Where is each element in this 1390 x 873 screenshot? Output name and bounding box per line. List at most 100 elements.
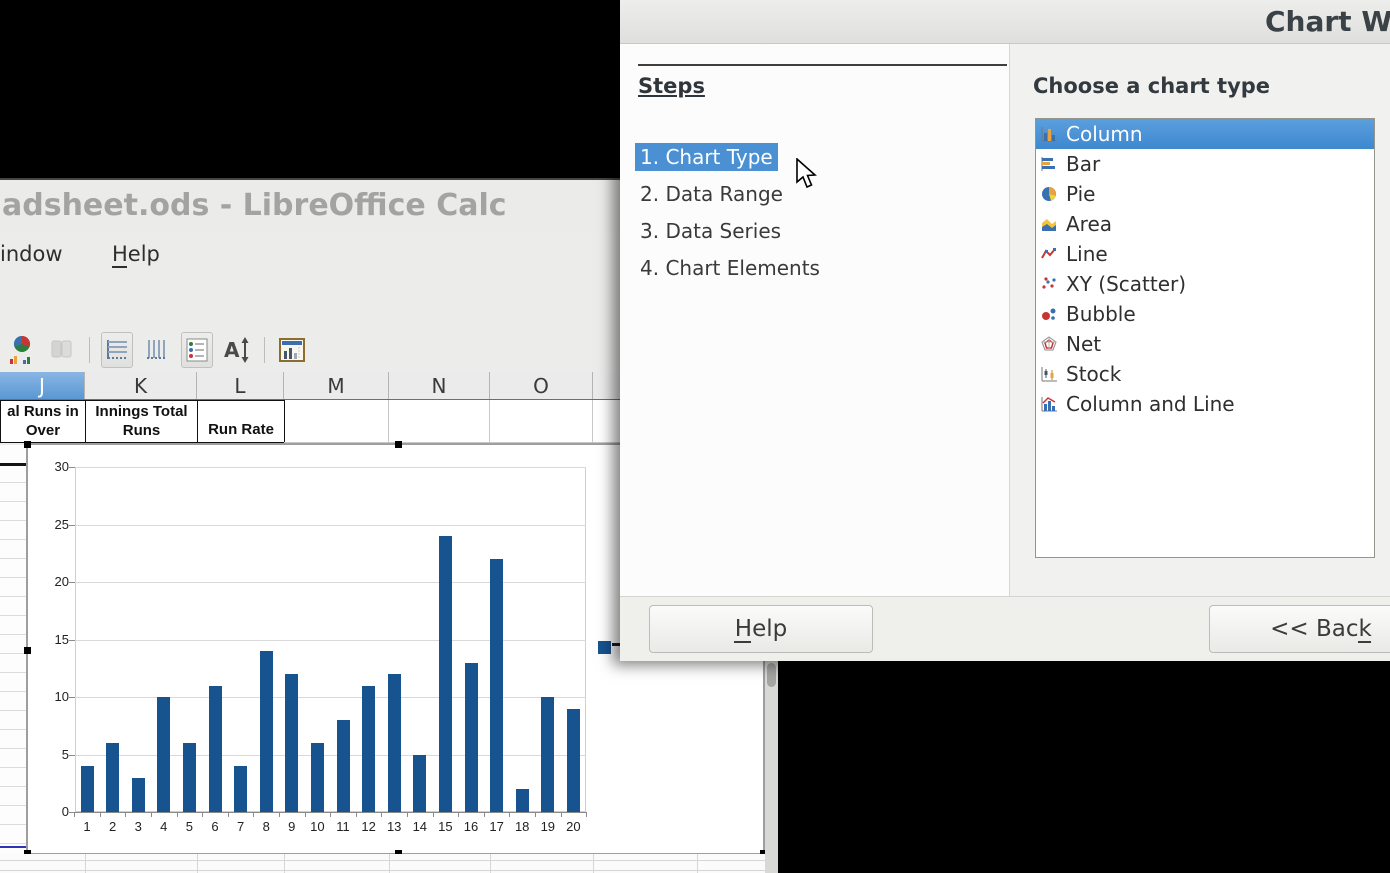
cell-empty[interactable] bbox=[284, 400, 389, 443]
column-header-j[interactable]: J bbox=[0, 372, 85, 399]
chart-type-listbox: Column Bar Pie Area Line bbox=[1035, 118, 1375, 558]
column-header-n[interactable]: N bbox=[389, 372, 490, 399]
step-data-range[interactable]: 2. Data Range bbox=[640, 182, 783, 206]
dialog-titlebar[interactable]: Chart W bbox=[620, 0, 1390, 44]
chart-type-area[interactable]: Area bbox=[1036, 209, 1374, 239]
y-axis-label: 30 bbox=[54, 459, 69, 474]
x-axis-label: 3 bbox=[134, 819, 142, 834]
chart-type-column[interactable]: Column bbox=[1036, 119, 1374, 149]
svg-text:A: A bbox=[224, 338, 240, 362]
column-header-l[interactable]: L bbox=[197, 372, 284, 399]
x-axis-label: 10 bbox=[310, 819, 325, 834]
x-axis-tick bbox=[227, 813, 229, 817]
y-axis-tick bbox=[69, 467, 75, 468]
chart-type-xy-scatter[interactable]: XY (Scatter) bbox=[1036, 269, 1374, 299]
data-bar bbox=[80, 766, 94, 812]
cell-total-runs-in-over[interactable]: al Runs in Over bbox=[0, 400, 86, 443]
y-gridline bbox=[75, 639, 586, 641]
data-bar bbox=[234, 766, 248, 812]
help-mnemonic-underline bbox=[734, 641, 751, 643]
sheet-rows-below-chart bbox=[0, 854, 765, 873]
step-chart-elements[interactable]: 4. Chart Elements bbox=[640, 256, 820, 280]
selection-handle-bottom-left[interactable] bbox=[24, 850, 31, 857]
column-header-m[interactable]: M bbox=[284, 372, 389, 399]
menu-window[interactable]: indow bbox=[0, 242, 63, 266]
cell-empty[interactable] bbox=[389, 400, 490, 443]
legend-on-off-icon[interactable] bbox=[181, 332, 213, 368]
data-bar bbox=[515, 789, 529, 812]
column-header-k[interactable]: K bbox=[85, 372, 197, 399]
selection-handle-top-middle[interactable] bbox=[395, 441, 402, 448]
back-button[interactable]: << Back bbox=[1209, 605, 1390, 653]
chart-type-icon[interactable] bbox=[6, 332, 38, 368]
x-axis-label: 5 bbox=[185, 819, 193, 834]
chart-type-net[interactable]: Net bbox=[1036, 329, 1374, 359]
chart-type-line[interactable]: Line bbox=[1036, 239, 1374, 269]
x-axis-tick bbox=[99, 813, 101, 817]
steps-heading: Steps bbox=[638, 74, 705, 98]
column-and-line-icon bbox=[1040, 395, 1058, 413]
step-data-series[interactable]: 3. Data Series bbox=[640, 219, 782, 243]
data-bar bbox=[259, 651, 273, 812]
cell-empty[interactable] bbox=[490, 400, 593, 443]
x-axis-line bbox=[75, 812, 587, 813]
x-axis-tick bbox=[407, 813, 408, 817]
cell-run-rate[interactable]: Run Rate bbox=[197, 400, 285, 443]
x-axis-tick bbox=[483, 813, 485, 817]
x-axis-label: 6 bbox=[211, 819, 219, 834]
scrollbar-thumb[interactable] bbox=[767, 663, 776, 687]
cell-border-line-blue bbox=[0, 846, 27, 848]
vertical-grids-icon[interactable] bbox=[141, 332, 173, 368]
toolbar-separator bbox=[264, 337, 265, 363]
chart-type-bar[interactable]: Bar bbox=[1036, 149, 1374, 179]
y-axis-tick bbox=[69, 697, 75, 698]
column-header-o[interactable]: O bbox=[490, 372, 593, 399]
y-gridline bbox=[75, 524, 586, 526]
x-axis-tick bbox=[458, 813, 460, 817]
menu-help[interactable]: Help bbox=[112, 242, 160, 266]
selection-handle-bottom-middle[interactable] bbox=[395, 850, 402, 857]
data-bar bbox=[157, 697, 171, 812]
x-axis-label: 13 bbox=[386, 819, 402, 834]
x-axis-label: 2 bbox=[108, 819, 117, 834]
data-table-icon[interactable] bbox=[276, 332, 308, 368]
selection-handle-bottom-right[interactable] bbox=[760, 850, 767, 857]
chart-wizard-dialog: Chart W Steps 1. Chart Type 2. Data Rang… bbox=[620, 0, 1390, 661]
horizontal-grids-icon[interactable] bbox=[101, 332, 133, 368]
net-chart-icon bbox=[1040, 335, 1058, 353]
help-button[interactable]: Help bbox=[649, 605, 873, 653]
data-bar bbox=[285, 674, 299, 812]
x-axis-tick bbox=[330, 813, 332, 817]
scale-text-icon[interactable]: A bbox=[221, 332, 253, 368]
x-axis-label: 19 bbox=[540, 819, 556, 834]
data-bar bbox=[208, 685, 222, 812]
area-chart-icon bbox=[1040, 215, 1058, 233]
x-axis-label: 20 bbox=[566, 819, 581, 834]
y-axis-tick bbox=[69, 812, 75, 813]
clone-formatting-icon[interactable] bbox=[46, 332, 78, 368]
y-axis-tick bbox=[69, 582, 75, 583]
x-axis-label: 17 bbox=[489, 819, 504, 834]
y-axis-tick bbox=[69, 639, 75, 641]
sheet-rows-strip bbox=[0, 445, 27, 854]
chart-type-bubble[interactable]: Bubble bbox=[1036, 299, 1374, 329]
selection-handle-left-middle[interactable] bbox=[24, 647, 31, 654]
y-axis-label: 25 bbox=[54, 516, 69, 532]
y-axis-label: 15 bbox=[54, 631, 69, 647]
chart-type-column-and-line[interactable]: Column and Line bbox=[1036, 389, 1374, 419]
x-axis-label: 12 bbox=[361, 819, 376, 834]
chart-type-pie[interactable]: Pie bbox=[1036, 179, 1374, 209]
selection-handle-top-left[interactable] bbox=[24, 441, 31, 448]
x-axis-tick bbox=[125, 813, 127, 817]
cell-innings-total-runs[interactable]: Innings Total Runs bbox=[85, 400, 198, 443]
chart-type-stock[interactable]: Stock bbox=[1036, 359, 1374, 389]
data-bar bbox=[541, 697, 555, 812]
step-chart-type[interactable]: 1. Chart Type bbox=[635, 143, 778, 171]
data-bar bbox=[464, 662, 478, 812]
bar-chart: 0 5 10 15 20 25 30 1 2 3 4 5 6 7 8 9 10 11 12 13 14 15 16 17 18 1… bbox=[28, 445, 763, 853]
data-bar bbox=[490, 559, 504, 812]
y-axis-tick bbox=[69, 524, 75, 526]
data-bar bbox=[182, 743, 196, 812]
legend-label-fragment bbox=[612, 643, 621, 646]
data-bar bbox=[566, 708, 580, 812]
